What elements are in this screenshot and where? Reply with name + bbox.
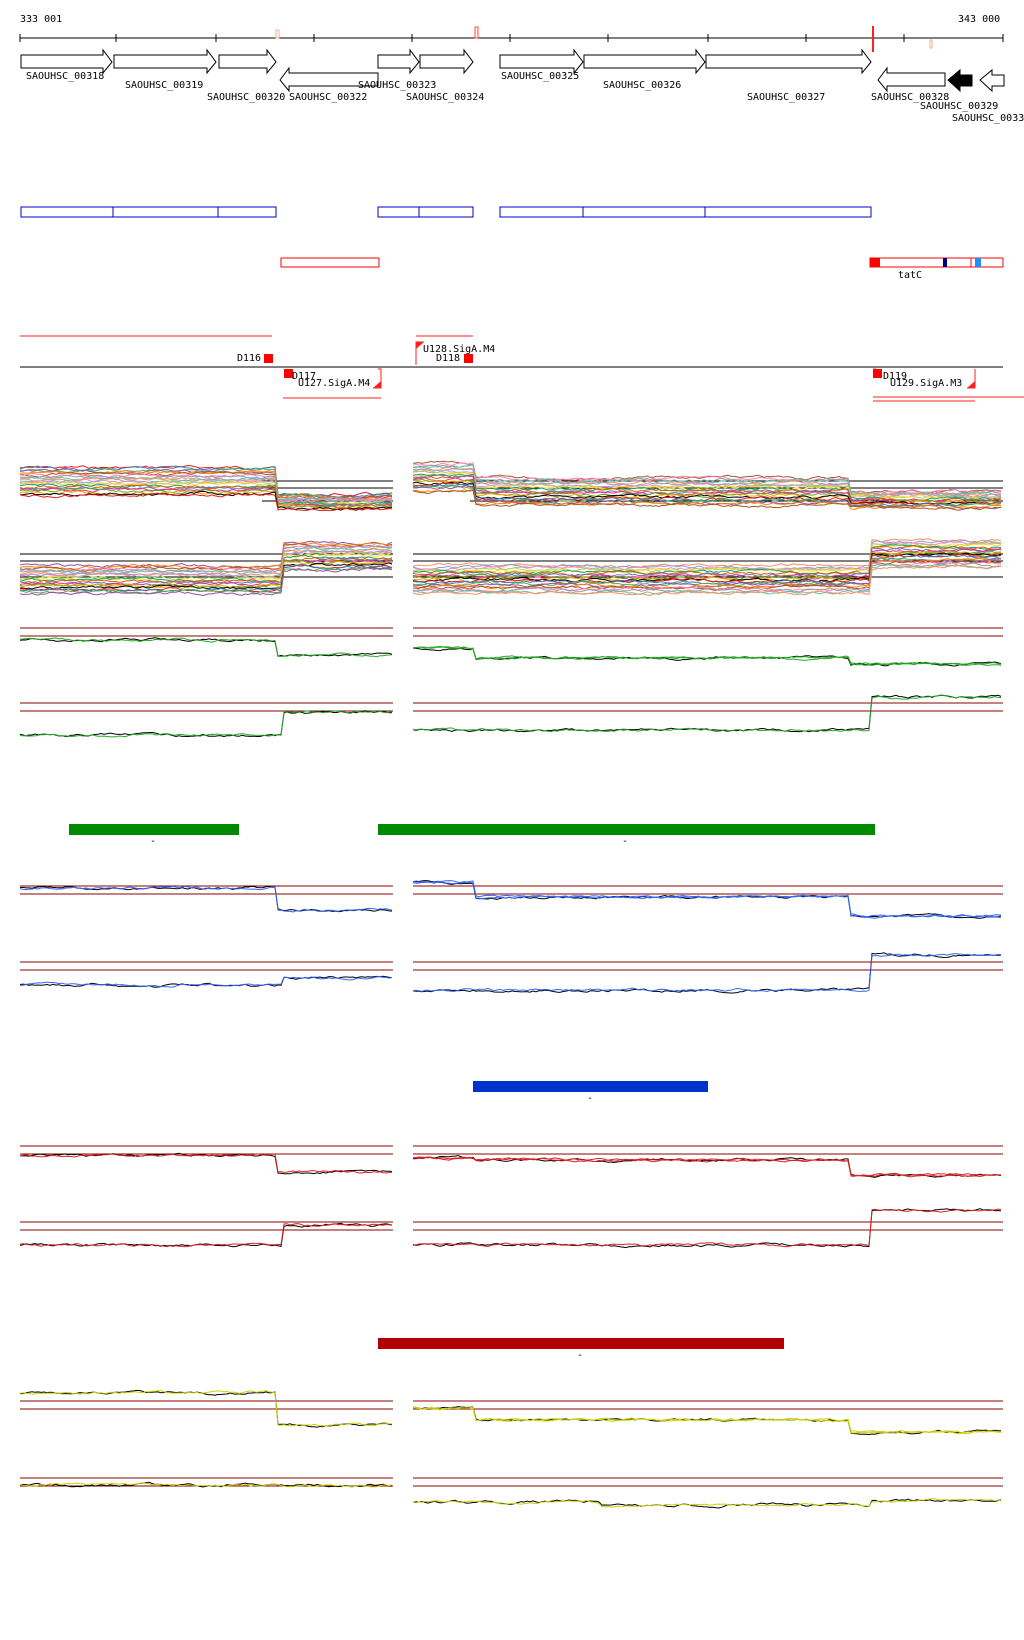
expression-profiles	[19, 460, 1003, 1509]
gene-arrow-00319[interactable]	[113, 48, 217, 75]
ruler-start-label: 333 001	[20, 14, 63, 25]
feature-label-d116[interactable]: D116	[237, 353, 262, 364]
gene-label-0033x[interactable]: SAOUHSC_0033	[952, 113, 1024, 124]
feature-label-d118[interactable]: D118	[436, 353, 461, 364]
condition-bars	[69, 824, 875, 1349]
regulatory-track	[20, 335, 1024, 402]
gene-arrow-00323[interactable]	[377, 48, 420, 75]
gene-arrow-00325[interactable]	[499, 48, 584, 75]
gene-arrow-00327[interactable]	[705, 48, 872, 75]
ruler-end-label: 343 000	[958, 14, 1001, 25]
gene-label-00322[interactable]: SAOUHSC_00322	[289, 92, 368, 103]
feature-label-u128[interactable]: U128.SigA.M4	[423, 344, 496, 355]
feature-label-d119[interactable]: D119	[883, 371, 908, 382]
gene-arrow-00329[interactable]	[947, 68, 973, 93]
gene-arrow-00320[interactable]	[218, 48, 277, 75]
gene-arrow-00328[interactable]	[877, 66, 946, 93]
gene-label-00324[interactable]: SAOUHSC_00324	[406, 92, 485, 103]
terminator-d116[interactable]	[264, 354, 273, 363]
gene-arrow-0033x[interactable]	[979, 68, 1005, 93]
gene-arrow-00318[interactable]	[20, 48, 113, 75]
gene-label-00328[interactable]: SAOUHSC_00328	[871, 92, 950, 103]
feature-label-tatc[interactable]: tatC	[898, 270, 923, 281]
gene-label-00323[interactable]: SAOUHSC_00323	[358, 80, 437, 91]
gene-label-00325[interactable]: SAOUHSC_00325	[501, 71, 580, 82]
condition-caption-blue: -	[587, 1093, 594, 1104]
condition-bar-red-1[interactable]	[378, 1338, 784, 1349]
feature-label-u129[interactable]: U129.SigA.M3	[890, 378, 963, 389]
terminator-d118[interactable]	[464, 354, 473, 363]
gene-label-00318[interactable]: SAOUHSC_00318	[26, 71, 105, 82]
cds-box-track	[20, 206, 872, 218]
gene-arrow-00324[interactable]	[419, 48, 474, 75]
gene-label-00319[interactable]: SAOUHSC_00319	[125, 80, 204, 91]
position-ruler	[19, 26, 1004, 52]
condition-caption-green-1: -	[150, 836, 157, 847]
condition-caption-red: -	[577, 1350, 584, 1361]
condition-caption-green-2: -	[622, 836, 629, 847]
feature-label-d117[interactable]: D117	[292, 371, 317, 382]
feature-label-u127[interactable]: U127.SigA.M4	[298, 378, 371, 389]
gene-arrow-00326[interactable]	[583, 48, 706, 75]
gene-label-00320[interactable]: SAOUHSC_00320	[207, 92, 286, 103]
gene-arrow-00322[interactable]	[279, 66, 379, 93]
gene-track	[20, 48, 1005, 93]
terminator-d117[interactable]	[284, 369, 293, 378]
condition-bar-green-2[interactable]	[378, 824, 875, 835]
condition-bar-green-1[interactable]	[69, 824, 239, 835]
terminator-d119[interactable]	[873, 369, 882, 378]
gene-label-00327[interactable]: SAOUHSC_00327	[747, 92, 826, 103]
feature-track	[280, 257, 1004, 268]
gene-label-00326[interactable]: SAOUHSC_00326	[603, 80, 682, 91]
condition-bar-blue-1[interactable]	[473, 1081, 708, 1092]
gene-label-00329[interactable]: SAOUHSC_00329	[920, 101, 999, 112]
